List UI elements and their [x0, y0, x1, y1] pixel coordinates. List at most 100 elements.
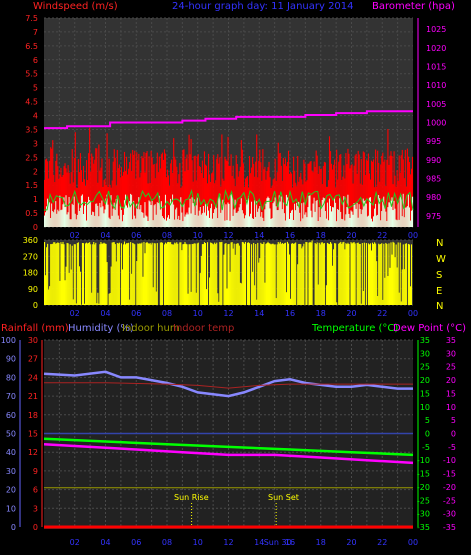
direction-bar — [110, 266, 112, 305]
wind-average-bar — [124, 194, 127, 227]
wind-average-bar — [254, 199, 256, 227]
wind-average-bar — [134, 215, 136, 227]
wind-average-bar — [344, 220, 346, 227]
dewpoint-tick-label: 25 — [446, 363, 456, 372]
direction-bar — [103, 242, 105, 305]
direction-bar — [72, 299, 74, 305]
temp-x-tick-label: 04 — [100, 538, 110, 547]
wind-gust-bar — [116, 149, 118, 227]
wind-gust-bar — [150, 150, 152, 227]
direction-bar — [76, 243, 78, 305]
wind-average-bar — [79, 207, 81, 227]
wind-average-bar — [363, 200, 365, 227]
wind-average-bar — [281, 209, 283, 227]
wind-average-bar — [293, 219, 295, 227]
direction-bar — [48, 289, 50, 305]
direction-bar — [170, 242, 172, 305]
direction-bar — [82, 243, 85, 305]
wind-average-bar — [308, 195, 310, 227]
wind-gust-bar — [123, 151, 126, 227]
direction-bar — [151, 242, 153, 305]
wind-average-bar — [136, 203, 138, 227]
wind-average-bar — [269, 208, 271, 227]
direction-bar — [300, 244, 302, 305]
wind-gust-bar — [93, 163, 95, 227]
direction-bar — [196, 243, 198, 305]
wind-average-bar — [107, 204, 109, 227]
wind-average-bar — [171, 201, 173, 227]
barometer-tick-label: 1015 — [426, 63, 446, 72]
wind-gust-bar — [407, 156, 409, 227]
wind-gust-bar — [387, 129, 389, 227]
direction-bar — [368, 244, 371, 305]
direction-bar — [174, 242, 176, 305]
direction-bar — [63, 244, 65, 305]
wind-gust-bar — [63, 166, 65, 227]
wind-average-bar — [82, 214, 85, 227]
wind-gust-bar — [177, 183, 179, 227]
wind-tick-label: 2.5 — [25, 153, 38, 162]
wind-gust-bar — [146, 151, 148, 227]
wind-gust-bar — [338, 161, 340, 227]
direction-bar — [172, 244, 174, 305]
direction-bar — [235, 243, 237, 305]
wind-gust-bar — [126, 156, 128, 227]
wind-gust-bar — [204, 164, 207, 227]
compass-label: N — [436, 238, 443, 249]
wind-average-bar — [148, 200, 150, 227]
wind-gust-bar — [168, 175, 170, 227]
direction-bar — [308, 242, 310, 305]
wind-average-bar — [282, 202, 284, 227]
wind-average-bar — [321, 199, 323, 227]
wind-average-bar — [300, 221, 302, 227]
wind-average-bar — [130, 193, 132, 227]
wind-average-bar — [309, 195, 311, 227]
wind-average-bar — [392, 210, 394, 227]
direction-bar — [159, 242, 161, 305]
wind-gust-bar — [304, 163, 306, 227]
direction-bar — [232, 248, 234, 305]
wind-average-bar — [222, 199, 224, 227]
wind-gust-bar — [339, 154, 341, 227]
direction-bar — [56, 243, 58, 305]
dewpoint-tick-label: 35 — [446, 336, 456, 345]
direction-bar — [212, 243, 214, 305]
wind-gust-bar — [277, 142, 279, 227]
wind-average-bar — [231, 195, 233, 227]
wind-average-bar — [68, 196, 70, 227]
wind-average-bar — [273, 201, 275, 227]
wind-average-bar — [159, 209, 161, 227]
wind-average-bar — [391, 197, 393, 227]
direction-bar — [209, 277, 211, 305]
wind-x-tick-label: 00 — [408, 231, 418, 240]
direction-bar — [363, 242, 365, 305]
wind-gust-bar — [294, 170, 296, 227]
compass-label: E — [436, 286, 442, 297]
barometer-tick-label: 995 — [426, 137, 441, 146]
wind-average-bar — [223, 202, 225, 227]
wind-gust-bar — [365, 159, 367, 227]
wind-gust-bar — [377, 150, 379, 227]
temperature-tick-label: 20 — [420, 376, 430, 385]
direction-bar — [333, 249, 335, 305]
wind-average-bar — [195, 205, 197, 227]
direction-bar — [163, 244, 166, 305]
wind-gust-bar — [309, 161, 311, 227]
direction-bar — [404, 243, 406, 305]
wind-average-bar — [334, 197, 336, 227]
wind-average-bar — [123, 200, 126, 227]
direction-bar — [277, 242, 279, 305]
wind-gust-bar — [390, 151, 392, 227]
direction-bar — [384, 277, 386, 305]
wind-average-bar — [266, 198, 268, 227]
direction-bar — [205, 289, 208, 305]
direction-bar — [167, 242, 169, 305]
direction-bar — [53, 242, 55, 305]
compass-label: S — [436, 270, 442, 281]
direction-bar — [370, 250, 373, 305]
barometer-tick-label: 975 — [426, 212, 441, 221]
wind-gust-bar — [346, 164, 348, 227]
direction-bar — [387, 276, 389, 305]
wind-gust-bar — [217, 154, 219, 227]
temperature-tick-label: 10 — [420, 403, 430, 412]
